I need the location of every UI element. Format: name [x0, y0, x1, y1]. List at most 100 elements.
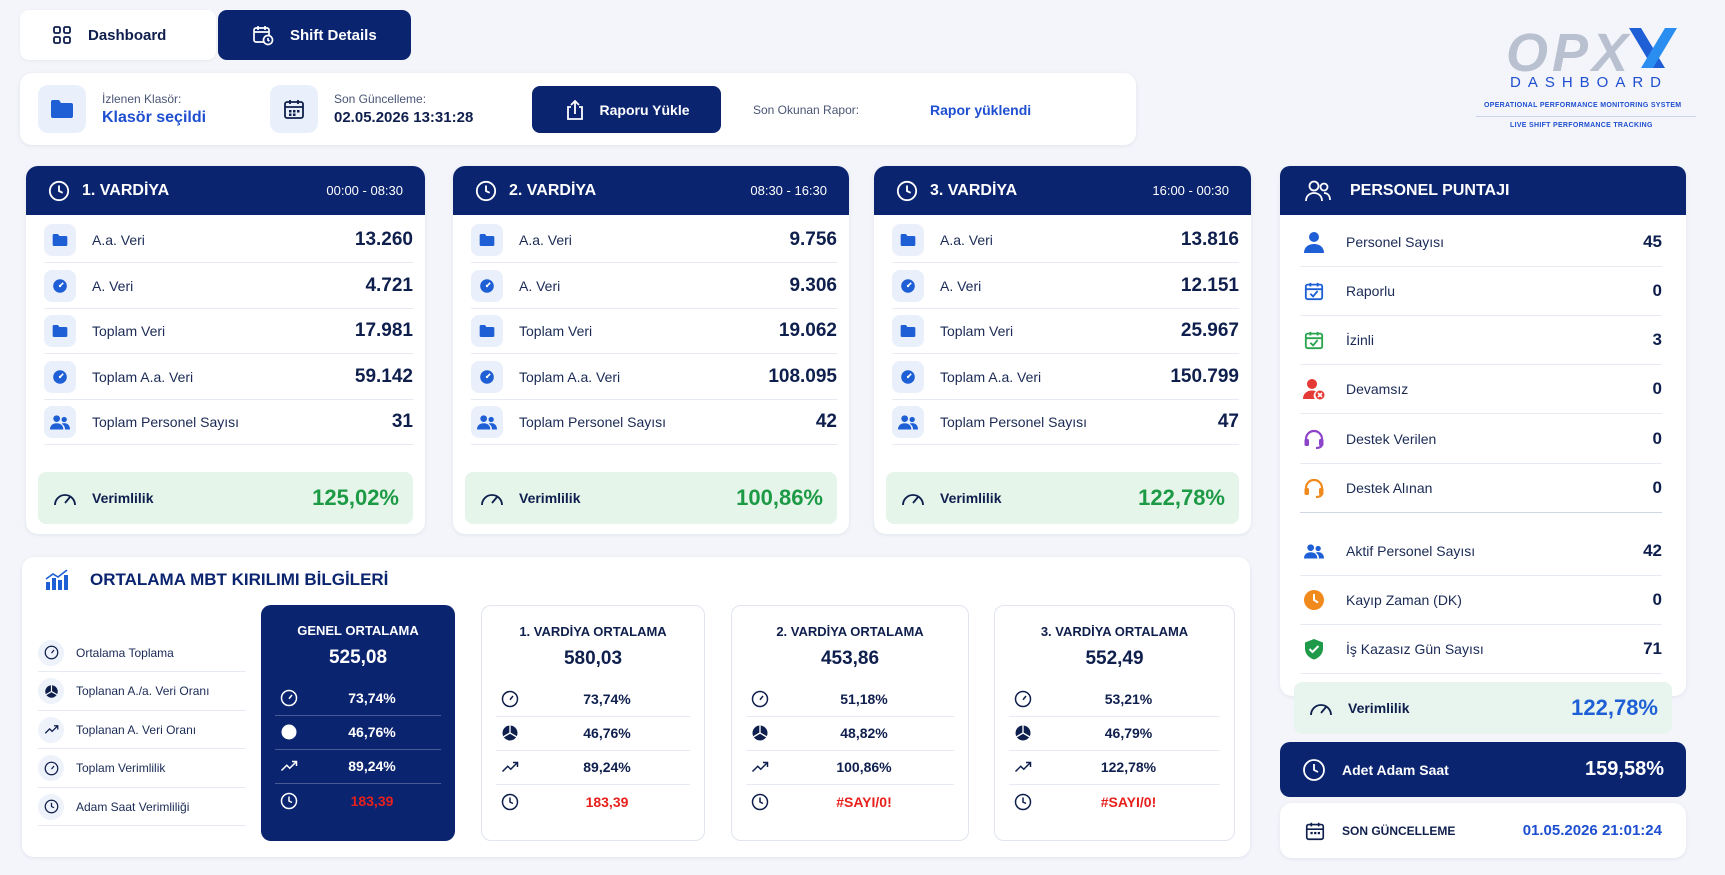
- personnel-card: PERSONEL PUNTAJI Personel Sayısı 45 Raporl…: [1280, 166, 1686, 734]
- last-refresh-label: SON GÜNCELLEME: [1342, 823, 1456, 838]
- personnel-row: Aktif Personel Sayısı 42: [1300, 527, 1662, 576]
- upload-report-button[interactable]: Raporu Yükle: [532, 86, 721, 133]
- clock-icon: [496, 793, 524, 811]
- personnel-header: PERSONEL PUNTAJI: [1280, 166, 1686, 215]
- tab-shift-details[interactable]: Shift Details: [218, 10, 411, 60]
- avg-row: 183,39: [496, 784, 690, 819]
- avg-shift-1: 1. VARDİYA ORTALAMA 580,03 73,74% 46,76% 89,…: [481, 605, 705, 841]
- avg-row-value: 183,39: [350, 792, 394, 809]
- trend-icon: [746, 758, 774, 776]
- logo-divider: [1476, 116, 1696, 117]
- shift-stat-row: Toplam A.a. Veri 150.799: [892, 355, 1239, 400]
- avg-value: 580,03: [563, 648, 623, 669]
- gauge-icon: [496, 690, 524, 708]
- avg-title: 3. VARDİYA ORTALAMA: [1040, 624, 1189, 639]
- avg-row-value: 46,79%: [1104, 725, 1153, 741]
- avg-row-value: 89,24%: [583, 759, 631, 775]
- avg-value: 453,86: [820, 648, 880, 669]
- shift-card-2: 2. VARDİYA 08:30 - 16:30 A.a. Veri 9.756 A. …: [453, 166, 849, 534]
- shift-stat-row: A.a. Veri 13.260: [44, 218, 413, 263]
- personnel-row: Destek Alınan 0: [1300, 464, 1662, 513]
- shift-stat-row: Toplam A.a. Veri 59.142: [44, 355, 413, 400]
- shift-stat-value: 25.967: [1180, 320, 1239, 341]
- person-icon: [1300, 231, 1328, 253]
- shift-efficiency: Verimlilik 125,02%: [38, 472, 413, 524]
- personnel-label: Destek Alınan: [1346, 480, 1433, 496]
- shift-stat-value: 17.981: [354, 320, 413, 341]
- shift-stat-value: 150.799: [1170, 365, 1239, 387]
- tab-dashboard[interactable]: Dashboard: [20, 10, 216, 60]
- shift-card-1: 1. VARDİYA 00:00 - 08:30 A.a. Veri 13.260 A.…: [26, 166, 425, 534]
- folder-icon: [892, 315, 924, 347]
- shift-stat-row: Toplam Personel Sayısı 31: [44, 400, 413, 445]
- personnel-row: Personel Sayısı 45: [1300, 218, 1662, 267]
- mbt-legend-label: Toplam Verimlilik: [76, 761, 166, 775]
- gauge-icon: [1009, 690, 1037, 708]
- tab-shift-details-label: Shift Details: [290, 26, 377, 44]
- shift-stat-label: Toplam Personel Sayısı: [92, 414, 240, 430]
- logo-tagline-2: LIVE SHIFT PERFORMANCE TRACKING: [1510, 122, 1653, 129]
- speedometer-icon: [479, 488, 505, 508]
- personnel-value: 42: [1643, 541, 1662, 560]
- last-refresh-card: SON GÜNCELLEME 01.05.2026 21:01:24: [1280, 803, 1686, 858]
- shift-time: 16:00 - 00:30: [1152, 183, 1229, 198]
- avg-row: 89,24%: [275, 749, 441, 784]
- shift-stat-label: Toplam A.a. Veri: [519, 368, 621, 385]
- shield-check-icon: [1300, 638, 1328, 660]
- shift-stat-value: 12.151: [1180, 274, 1239, 296]
- shift-stat-row: Toplam Personel Sayısı 42: [471, 400, 837, 445]
- shift-eff-value: 125,02%: [312, 485, 399, 510]
- personnel-row: Kayıp Zaman (DK) 0: [1300, 576, 1662, 625]
- shift-stat-value: 31: [391, 411, 413, 432]
- personnel-row: İzinli 3: [1300, 316, 1662, 365]
- folder-icon: [44, 224, 76, 256]
- calendar-icon: [270, 85, 318, 133]
- last-report-value: Rapor yüklendi: [930, 102, 1032, 118]
- personnel-value: 71: [1643, 639, 1662, 658]
- gauge-icon: [44, 360, 76, 393]
- shift-stat-value: 42: [815, 411, 837, 432]
- shift-header: 3. VARDİYA 16:00 - 00:30: [874, 166, 1251, 215]
- gauge-icon: [892, 269, 924, 302]
- people-icon: [471, 406, 503, 438]
- personnel-value: 0: [1652, 281, 1662, 300]
- shift-stat-label: Toplam Veri: [519, 323, 593, 339]
- logo-mark: OPX: [1506, 23, 1633, 83]
- pie-icon: [275, 723, 303, 741]
- folder-block[interactable]: İzlenen Klasör: Klasör seçildi: [38, 85, 206, 133]
- last-refresh-value: 01.05.2026 21:01:24: [1522, 822, 1662, 839]
- people-icon: [1300, 543, 1328, 559]
- personnel-label: Destek Verilen: [1346, 431, 1437, 447]
- clock-icon: [1009, 793, 1037, 811]
- folder-icon: [892, 224, 924, 256]
- personnel-label: Raporlu: [1346, 283, 1396, 299]
- gauge-icon: [38, 639, 64, 666]
- trend-icon: [1009, 758, 1037, 776]
- avg-row-value: 122,78%: [1100, 759, 1157, 775]
- shift-stat-value: 13.816: [1180, 229, 1239, 250]
- shift-stat-value: 47: [1217, 411, 1239, 432]
- shift-efficiency: Verimlilik 122,78%: [886, 472, 1239, 524]
- shift-stat-row: A.a. Veri 9.756: [471, 218, 837, 263]
- personnel-eff-label: Verimlilik: [1348, 700, 1410, 716]
- personnel-label: İzinli: [1346, 332, 1375, 348]
- avg-value: 552,49: [1085, 648, 1144, 669]
- folder-icon: [44, 315, 76, 347]
- avg-row-value: 53,21%: [1104, 691, 1153, 707]
- avg-row: 73,74%: [496, 682, 690, 717]
- pie-icon: [38, 678, 64, 704]
- logo-x-accent: [1625, 26, 1681, 70]
- mbt-legend-row: Toplanan A./a. Veri Oranı: [38, 673, 246, 711]
- shift-stat-row: Toplam Veri 25.967: [892, 309, 1239, 354]
- shift-stat-row: Toplam Veri 17.981: [44, 309, 413, 354]
- personnel-row: Destek Verilen 0: [1300, 415, 1662, 464]
- shift-stat-value: 59.142: [354, 365, 413, 387]
- last-update-block: Son Güncelleme: 02.05.2026 13:31:28: [270, 85, 473, 133]
- avg-row: #SAYI/0!: [1009, 784, 1220, 819]
- shift-title: 2. VARDİYA: [509, 181, 597, 199]
- avg-row: 46,76%: [496, 716, 690, 751]
- gauge-icon: [44, 269, 76, 302]
- headset-icon: [1300, 428, 1328, 450]
- avg-row: 51,18%: [746, 682, 954, 717]
- last-update-label: Son Güncelleme:: [334, 92, 427, 106]
